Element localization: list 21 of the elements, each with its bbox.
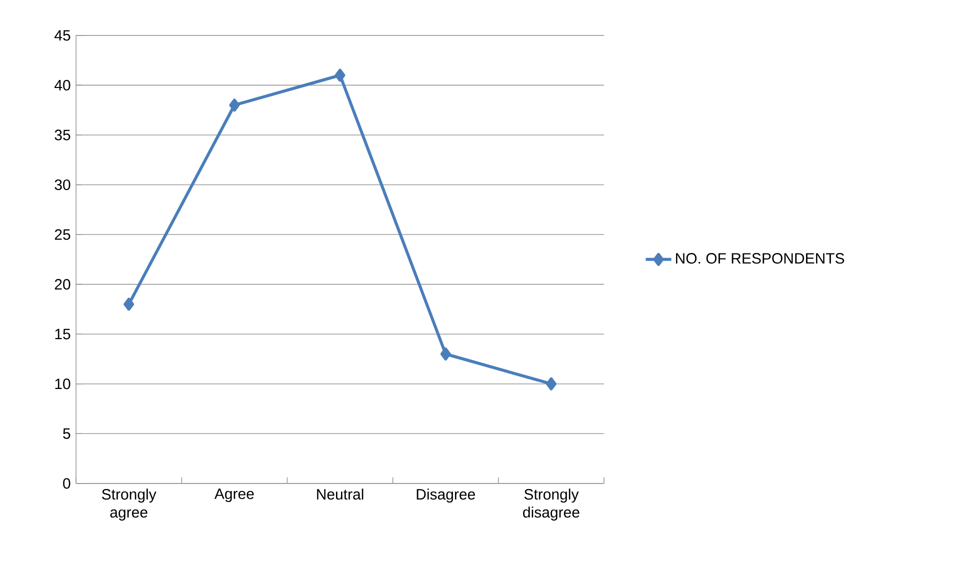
y-tick-label: 0 — [63, 478, 70, 489]
y-tick-label: 5 — [63, 428, 70, 439]
y-tick-label: 25 — [54, 229, 70, 240]
x-tick-label: Strongly agree — [102, 488, 156, 521]
point — [440, 348, 451, 360]
point — [124, 298, 134, 311]
point — [334, 68, 346, 82]
point — [546, 377, 556, 390]
point — [229, 98, 240, 112]
x-tick-label: Neutral — [317, 488, 364, 500]
y-tick-label: 10 — [55, 378, 70, 390]
y-tick-label: 15 — [55, 328, 70, 340]
legend-label: NO. OF RESPONDENTS — [676, 253, 844, 264]
y-tick-label: 30 — [54, 179, 70, 190]
y-tick-label: 35 — [54, 130, 70, 140]
x-tick-label: Agree — [214, 488, 254, 502]
y-tick-label: 40 — [54, 80, 70, 91]
y-tick-label: 45 — [54, 30, 70, 41]
y-tick-label: 20 — [54, 279, 70, 290]
x-tick-label: Disagree — [416, 488, 475, 503]
x-tick-label: Strongly disagree — [523, 488, 580, 521]
